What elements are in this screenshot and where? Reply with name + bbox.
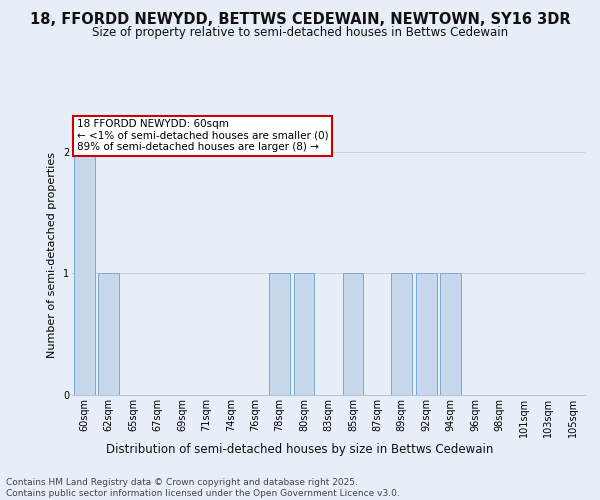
Bar bbox=[391, 274, 412, 395]
Text: Size of property relative to semi-detached houses in Bettws Cedewain: Size of property relative to semi-detach… bbox=[92, 26, 508, 39]
Bar bbox=[74, 152, 95, 395]
Bar bbox=[293, 274, 314, 395]
Bar bbox=[269, 274, 290, 395]
Text: 18, FFORDD NEWYDD, BETTWS CEDEWAIN, NEWTOWN, SY16 3DR: 18, FFORDD NEWYDD, BETTWS CEDEWAIN, NEWT… bbox=[29, 12, 571, 28]
Bar bbox=[416, 274, 437, 395]
Text: Distribution of semi-detached houses by size in Bettws Cedewain: Distribution of semi-detached houses by … bbox=[106, 442, 494, 456]
Bar bbox=[98, 274, 119, 395]
Text: Contains HM Land Registry data © Crown copyright and database right 2025.
Contai: Contains HM Land Registry data © Crown c… bbox=[6, 478, 400, 498]
Bar bbox=[440, 274, 461, 395]
Text: 18 FFORDD NEWYDD: 60sqm
← <1% of semi-detached houses are smaller (0)
89% of sem: 18 FFORDD NEWYDD: 60sqm ← <1% of semi-de… bbox=[77, 119, 329, 152]
Y-axis label: Number of semi-detached properties: Number of semi-detached properties bbox=[47, 152, 58, 358]
Bar bbox=[343, 274, 364, 395]
